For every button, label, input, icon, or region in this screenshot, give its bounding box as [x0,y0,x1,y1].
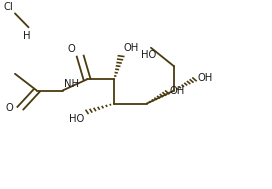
Text: NH: NH [64,79,79,89]
Text: HO: HO [141,50,156,60]
Text: OH: OH [170,86,185,96]
Text: OH: OH [197,73,212,83]
Text: OH: OH [124,43,139,53]
Text: O: O [67,44,75,54]
Text: HO: HO [69,114,84,124]
Text: Cl: Cl [4,2,14,12]
Text: O: O [5,103,13,113]
Text: H: H [23,31,30,41]
